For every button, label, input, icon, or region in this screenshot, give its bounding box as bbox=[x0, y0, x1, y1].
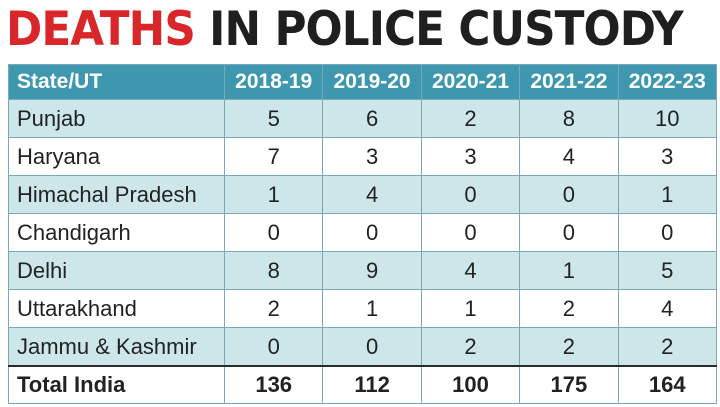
column-header-year: 2020-21 bbox=[420, 64, 521, 100]
state-name-cell: Chandigarh bbox=[8, 213, 225, 252]
column-header-year: 2021-22 bbox=[519, 64, 619, 100]
value-cell: 0 bbox=[322, 327, 422, 367]
total-value-cell: 100 bbox=[420, 365, 521, 404]
value-cell: 9 bbox=[322, 251, 422, 290]
value-cell: 0 bbox=[223, 213, 324, 252]
value-cell: 4 bbox=[420, 251, 521, 290]
table-row: Jammu & Kashmir 0 0 2 2 2 bbox=[8, 327, 717, 367]
value-cell: 2 bbox=[519, 327, 619, 367]
value-cell: 2 bbox=[617, 327, 717, 367]
value-cell: 3 bbox=[322, 137, 422, 176]
value-cell: 0 bbox=[519, 213, 619, 252]
headline-rest: IN POLICE CUSTODY bbox=[209, 2, 683, 57]
value-cell: 0 bbox=[322, 213, 422, 252]
value-cell: 4 bbox=[617, 289, 717, 328]
value-cell: 0 bbox=[420, 175, 521, 214]
column-header-year: 2022-23 bbox=[617, 64, 717, 100]
value-cell: 0 bbox=[617, 213, 717, 252]
value-cell: 2 bbox=[420, 327, 521, 367]
value-cell: 3 bbox=[617, 137, 717, 176]
state-name-cell: Delhi bbox=[8, 251, 225, 290]
value-cell: 5 bbox=[223, 99, 324, 138]
table-row: Punjab 5 6 2 8 10 bbox=[8, 99, 717, 138]
total-label: Total India bbox=[8, 365, 225, 404]
value-cell: 6 bbox=[322, 99, 422, 138]
value-cell: 2 bbox=[223, 289, 324, 328]
table-row: Delhi 8 9 4 1 5 bbox=[8, 251, 717, 290]
headline-highlight: DEATHS bbox=[6, 2, 196, 57]
value-cell: 8 bbox=[223, 251, 324, 290]
column-header-year: 2018-19 bbox=[223, 64, 324, 100]
headline: DEATHS IN POLICE CUSTODY bbox=[6, 0, 684, 60]
column-header-state: State/UT bbox=[8, 64, 225, 100]
value-cell: 8 bbox=[519, 99, 619, 138]
total-value-cell: 164 bbox=[617, 365, 717, 404]
state-name-cell: Haryana bbox=[8, 137, 225, 176]
value-cell: 10 bbox=[617, 99, 717, 138]
value-cell: 0 bbox=[223, 327, 324, 367]
state-name-cell: Himachal Pradesh bbox=[8, 175, 225, 214]
total-value-cell: 175 bbox=[519, 365, 619, 404]
value-cell: 1 bbox=[223, 175, 324, 214]
value-cell: 1 bbox=[519, 251, 619, 290]
state-name-cell: Jammu & Kashmir bbox=[8, 327, 225, 367]
table-header-row: State/UT 2018-19 2019-20 2020-21 2021-22… bbox=[8, 64, 717, 100]
value-cell: 4 bbox=[519, 137, 619, 176]
value-cell: 2 bbox=[519, 289, 619, 328]
total-value-cell: 112 bbox=[322, 365, 422, 404]
table-row: Himachal Pradesh 1 4 0 0 1 bbox=[8, 175, 717, 214]
value-cell: 5 bbox=[617, 251, 717, 290]
state-name-cell: Uttarakhand bbox=[8, 289, 225, 328]
value-cell: 4 bbox=[322, 175, 422, 214]
custody-deaths-table: State/UT 2018-19 2019-20 2020-21 2021-22… bbox=[8, 64, 717, 404]
value-cell: 0 bbox=[519, 175, 619, 214]
total-value-cell: 136 bbox=[223, 365, 324, 404]
total-row: Total India 136 112 100 175 164 bbox=[8, 365, 717, 404]
value-cell: 3 bbox=[420, 137, 521, 176]
value-cell: 1 bbox=[617, 175, 717, 214]
column-header-year: 2019-20 bbox=[322, 64, 422, 100]
state-name-cell: Punjab bbox=[8, 99, 225, 138]
value-cell: 7 bbox=[223, 137, 324, 176]
value-cell: 1 bbox=[322, 289, 422, 328]
table-row: Haryana 7 3 3 4 3 bbox=[8, 137, 717, 176]
table-row: Uttarakhand 2 1 1 2 4 bbox=[8, 289, 717, 328]
value-cell: 0 bbox=[420, 213, 521, 252]
table-row: Chandigarh 0 0 0 0 0 bbox=[8, 213, 717, 252]
value-cell: 1 bbox=[420, 289, 521, 328]
value-cell: 2 bbox=[420, 99, 521, 138]
